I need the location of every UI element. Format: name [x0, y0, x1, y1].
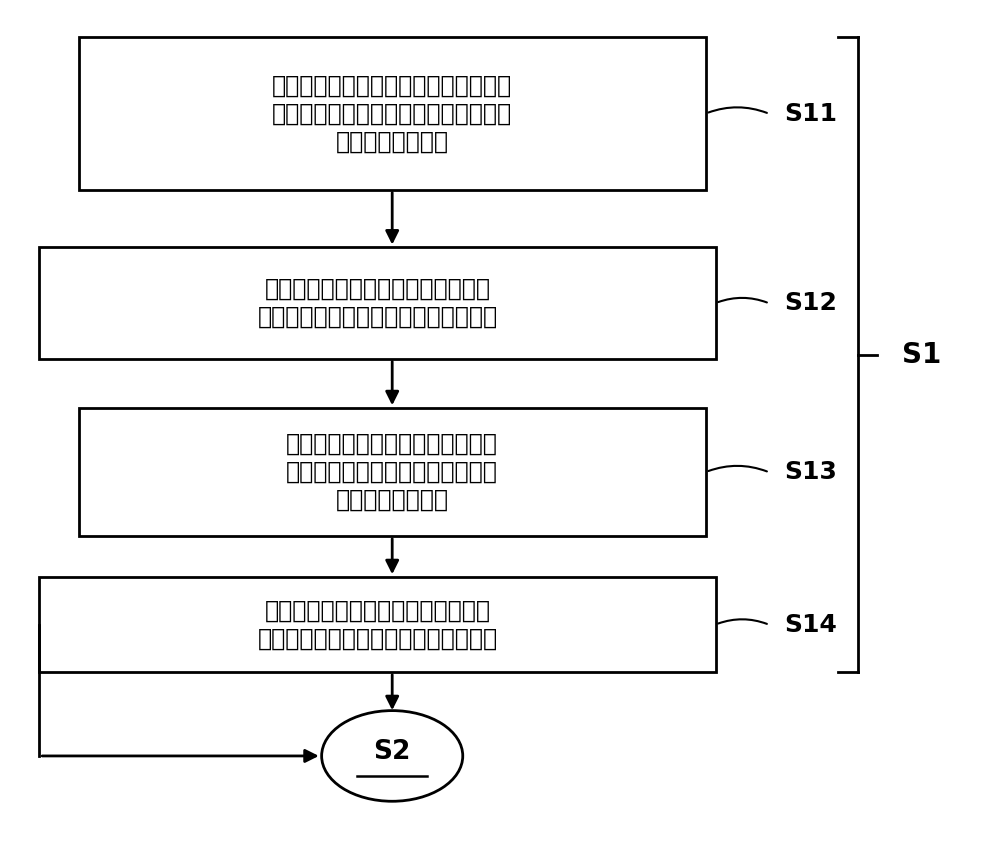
Text: S14: S14: [784, 613, 837, 637]
Text: S13: S13: [784, 460, 837, 484]
FancyBboxPatch shape: [39, 247, 716, 358]
Text: 将第二总测量数除以第二预定距离，
以取得在第二方向上的第二方向分辨率: 将第二总测量数除以第二预定距离， 以取得在第二方向上的第二方向分辨率: [257, 599, 498, 650]
Text: 通过在第一操作面上沿着第二方向
将鼠标装置移动第二预定距离，以
检测第二总测量数: 通过在第一操作面上沿着第二方向 将鼠标装置移动第二预定距离，以 检测第二总测量数: [286, 432, 498, 512]
FancyBboxPatch shape: [79, 37, 706, 190]
Text: 将第一总测量数除以第一预定距离，
以得到在第一方向上的第一方向分辨率: 将第一总测量数除以第一预定距离， 以得到在第一方向上的第一方向分辨率: [257, 278, 498, 329]
FancyBboxPatch shape: [79, 408, 706, 536]
Ellipse shape: [322, 711, 463, 801]
Text: 通过将鼠标装置在待使用的第一操作面
上沿着第一方向移动第一预定距离，以
检测第一总测量数: 通过将鼠标装置在待使用的第一操作面 上沿着第一方向移动第一预定距离，以 检测第一…: [272, 74, 512, 153]
Text: S12: S12: [784, 292, 837, 315]
Text: S1: S1: [902, 341, 941, 368]
Text: S2: S2: [374, 739, 411, 765]
FancyBboxPatch shape: [39, 577, 716, 672]
Text: S11: S11: [784, 102, 837, 126]
